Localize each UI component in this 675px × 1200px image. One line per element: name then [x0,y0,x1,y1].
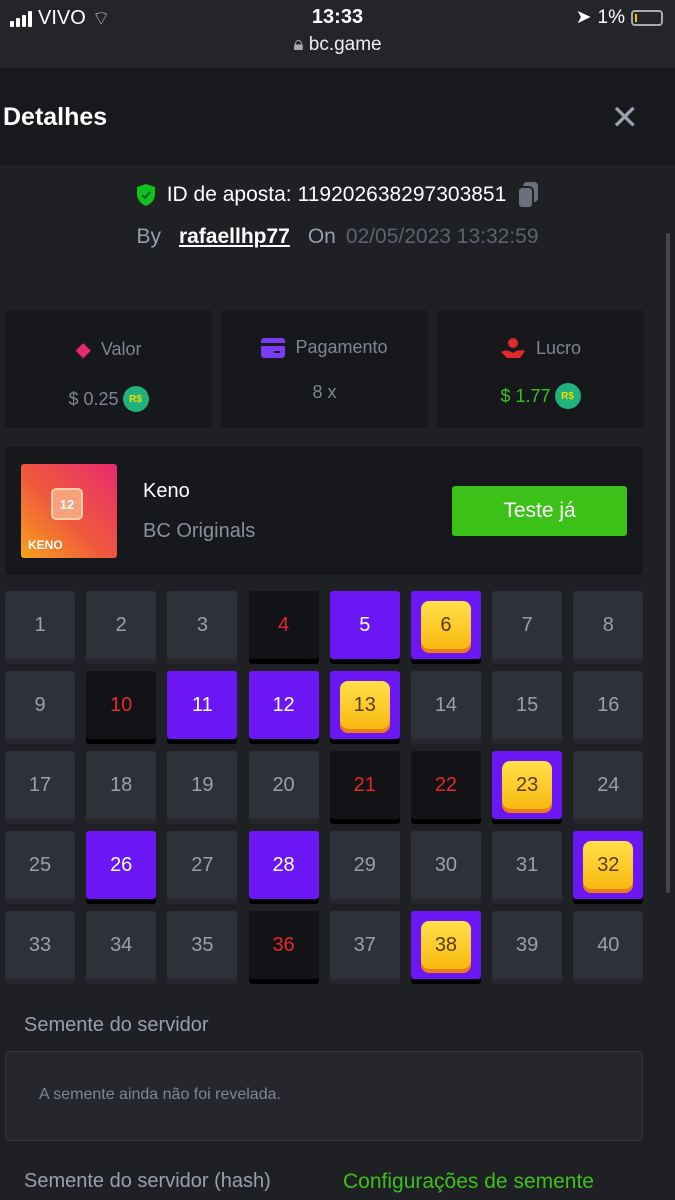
scrollbar[interactable] [666,233,670,893]
bet-id-row: ID de aposta: 119202638297303851 [0,181,675,209]
stat-value: $ 1.77 [500,385,551,406]
status-bar: VIVO ⌔ 13:33 🔒︎ bc.game ➤ 1% [0,0,675,68]
stat-card-pagamento: Pagamento 8 x [221,310,428,428]
username-link[interactable]: rafaellhp77 [178,225,290,248]
keno-cell-7[interactable]: 7 [492,591,563,659]
game-card: 12 KENO Keno BC Originals Teste já [5,447,643,575]
modal-header: Detalhes ✕ [0,68,675,165]
seed-settings-link[interactable]: Configurações de semente [343,1170,594,1193]
try-now-button[interactable]: Teste já [452,486,627,536]
keno-cell-35[interactable]: 35 [167,911,238,979]
keno-board: 1 2 3 4 5 6 7 8 9 10 11 12 13 14 15 16 17 18 19 20 21 22 23 24 2… [5,591,644,979]
keno-cell-5[interactable]: 5 [329,591,400,659]
keno-cell-12[interactable]: 12 [248,671,319,739]
server-seed-field: A semente ainda não foi revelada. [5,1051,643,1141]
server-seed-hash-label: Semente do servidor (hash) [24,1170,271,1192]
url-bar[interactable]: 🔒︎ bc.game [0,34,675,56]
gem-hit-icon: 6 [420,601,471,649]
keno-cell-21[interactable]: 21 [329,751,400,819]
stat-label: Valor [100,339,142,359]
server-seed-value: A semente ainda não foi revelada. [39,1086,281,1103]
on-label: On [307,225,336,248]
keno-cell-11[interactable]: 11 [167,671,238,739]
keno-cell-37[interactable]: 37 [329,911,400,979]
thumb-gem: 12 [51,488,83,520]
keno-cell-3[interactable]: 3 [167,591,238,659]
keno-cell-26[interactable]: 26 [86,831,157,899]
signal-icon [10,10,32,27]
game-name: Keno [143,480,190,502]
battery-level: 1% [597,6,625,28]
wifi-icon: ⌔ [91,8,111,30]
carrier-name: VIVO [38,7,86,29]
page-title: Detalhes [3,103,108,131]
bet-meta: By rafaellhp77 On 02/05/2023 13:32:59 [0,225,675,249]
by-label: By [136,225,161,248]
stat-value: 8 x [312,382,337,402]
stat-label: Pagamento [295,337,388,357]
keno-cell-10[interactable]: 10 [86,671,157,739]
keno-cell-17[interactable]: 17 [5,751,75,819]
stat-card-lucro: Lucro $ 1.77 R$ [437,310,644,428]
clock: 13:33 [311,6,364,28]
carrier: VIVO ⌔ [10,6,111,31]
location-icon: ➤ [575,7,592,28]
card-icon [261,337,286,358]
gem-hit-icon: 32 [583,841,634,889]
keno-cell-40[interactable]: 40 [573,911,644,979]
keno-cell-27[interactable]: 27 [167,831,238,899]
keno-cell-16[interactable]: 16 [573,671,644,739]
keno-cell-39[interactable]: 39 [492,911,563,979]
lock-icon: 🔒︎ [293,34,304,55]
currency-badge: R$ [554,383,581,409]
keno-cell-25[interactable]: 25 [5,831,75,899]
shield-check-icon [136,184,155,206]
thumb-label: KENO [28,538,63,552]
keno-cell-33[interactable]: 33 [5,911,75,979]
gem-hit-icon: 13 [339,681,390,729]
stat-card-valor: ◆ Valor $ 0.25 R$ [5,310,212,428]
keno-cell-34[interactable]: 34 [86,911,157,979]
battery-icon [631,9,663,26]
copy-icon[interactable] [516,181,540,209]
bet-id-label: ID de aposta: [166,183,292,206]
keno-cell-6[interactable]: 6 [410,591,481,659]
keno-cell-18[interactable]: 18 [86,751,157,819]
keno-cell-19[interactable]: 19 [167,751,238,819]
keno-cell-36[interactable]: 36 [248,911,319,979]
game-provider: BC Originals [143,520,256,542]
bet-date: 02/05/2023 13:32:59 [345,225,539,248]
keno-cell-31[interactable]: 31 [492,831,563,899]
keno-cell-30[interactable]: 30 [410,831,481,899]
keno-cell-1[interactable]: 1 [5,591,75,659]
keno-cell-24[interactable]: 24 [573,751,644,819]
stats-cards: ◆ Valor $ 0.25 R$ Pagamento 8 x Lucro $ 1.… [5,310,644,428]
keno-cell-4[interactable]: 4 [248,591,319,659]
close-icon[interactable]: ✕ [610,99,640,137]
currency-badge: R$ [122,386,149,412]
stat-label: Lucro [535,337,582,358]
gem-hit-icon: 38 [420,921,471,969]
keno-cell-9[interactable]: 9 [5,671,75,739]
url-text: bc.game [308,34,382,55]
keno-cell-8[interactable]: 8 [573,591,644,659]
keno-cell-20[interactable]: 20 [248,751,319,819]
stat-value: $ 0.25 [68,388,119,409]
keno-cell-15[interactable]: 15 [492,671,563,739]
profit-hand-icon [500,338,525,358]
server-seed-label: Semente do servidor [24,1014,209,1036]
keno-cell-22[interactable]: 22 [410,751,481,819]
keno-cell-38[interactable]: 38 [410,911,481,979]
keno-thumbnail[interactable]: 12 KENO [21,464,117,558]
keno-cell-28[interactable]: 28 [248,831,319,899]
gem-hit-icon: 23 [502,761,553,809]
keno-cell-29[interactable]: 29 [329,831,400,899]
keno-cell-13[interactable]: 13 [329,671,400,739]
keno-cell-14[interactable]: 14 [410,671,481,739]
bet-amount-icon: ◆ [75,339,91,361]
keno-cell-2[interactable]: 2 [86,591,157,659]
keno-cell-23[interactable]: 23 [492,751,563,819]
bet-id: 119202638297303851 [297,183,507,206]
keno-cell-32[interactable]: 32 [573,831,644,899]
